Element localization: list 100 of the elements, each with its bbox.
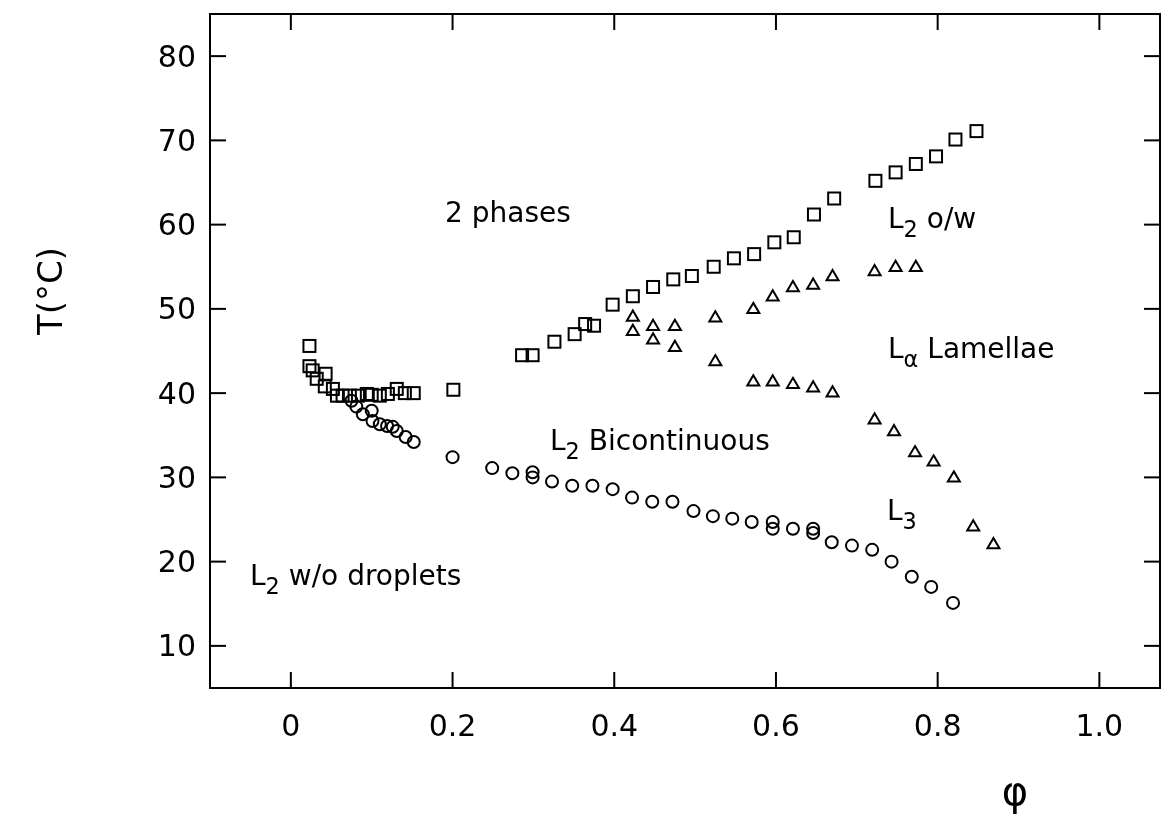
point [406,386,421,401]
point [908,156,923,171]
point [342,388,357,403]
x-tick-label: 1.0 [1075,708,1124,743]
point [725,511,740,526]
point [948,132,963,147]
point [398,429,413,444]
point [786,230,801,245]
point [325,381,340,396]
point [806,277,821,290]
point [908,259,923,272]
point [364,387,379,402]
y-tick-label: 50 [157,291,196,327]
y-tick-label: 20 [157,544,196,580]
point [505,466,520,481]
point [824,535,839,550]
x-tick-label: 0.6 [752,708,800,743]
point [946,470,961,483]
point [318,366,333,381]
point [385,419,400,434]
point [545,474,559,489]
point [578,317,593,332]
point [765,289,780,302]
point [969,124,984,139]
point [888,259,903,272]
point [350,388,365,403]
point [309,371,324,386]
point [806,380,821,393]
point [706,259,721,274]
point [565,478,580,493]
point [686,504,701,519]
point [335,388,350,403]
point [867,263,882,277]
point [587,318,602,333]
point [785,376,800,390]
annotation: L$_{2}$ w/o droplets [250,559,462,599]
point [684,269,699,284]
point [329,388,344,403]
point [785,521,800,536]
point [625,323,640,336]
point [868,173,883,188]
point [904,569,919,584]
point [389,381,404,396]
point [625,309,640,322]
point [344,393,359,408]
point [888,165,903,180]
annotation: L$_{2}$ Bicontinuous [550,424,770,464]
point [364,403,379,418]
point [365,413,380,428]
y-tick-label: 60 [157,207,196,243]
point [515,348,530,363]
point [825,269,840,282]
point [485,461,500,476]
point [302,338,317,353]
x-tick-label: 0.4 [590,708,639,743]
point [867,412,882,425]
point [397,386,412,401]
point [406,434,421,449]
y-axis-title: T(°C) [30,246,70,337]
point [380,418,395,433]
point [744,515,759,530]
point [708,310,723,323]
point [726,251,741,266]
y-tick-label: 30 [157,459,196,495]
y-tick-label: 80 [157,38,196,74]
x-tick-label: 0.2 [428,708,477,743]
point [926,454,941,467]
point [746,374,761,387]
point [372,417,387,432]
point [646,332,661,345]
point [646,279,661,294]
point [966,519,981,532]
point [605,297,620,312]
point [525,470,540,485]
point [827,191,842,206]
point [525,348,540,363]
point [929,149,944,164]
point [765,374,780,387]
point [645,494,660,509]
point [844,538,859,553]
point [380,386,395,401]
point [887,424,901,437]
point [625,289,640,304]
point [986,536,1001,550]
point [372,388,387,403]
point [446,382,461,397]
annotation: L$_{2}$ o/w [888,202,977,242]
point [924,579,939,594]
point [355,407,370,422]
point [825,385,840,398]
point [665,494,680,509]
point [667,318,682,331]
y-tick-label: 40 [157,375,196,411]
point [666,272,681,287]
x-axis-title: φ [1001,768,1029,814]
point [567,327,582,342]
point [908,445,923,458]
point [746,301,761,315]
annotation: L$_{3}$ [887,494,917,534]
point [767,235,782,250]
